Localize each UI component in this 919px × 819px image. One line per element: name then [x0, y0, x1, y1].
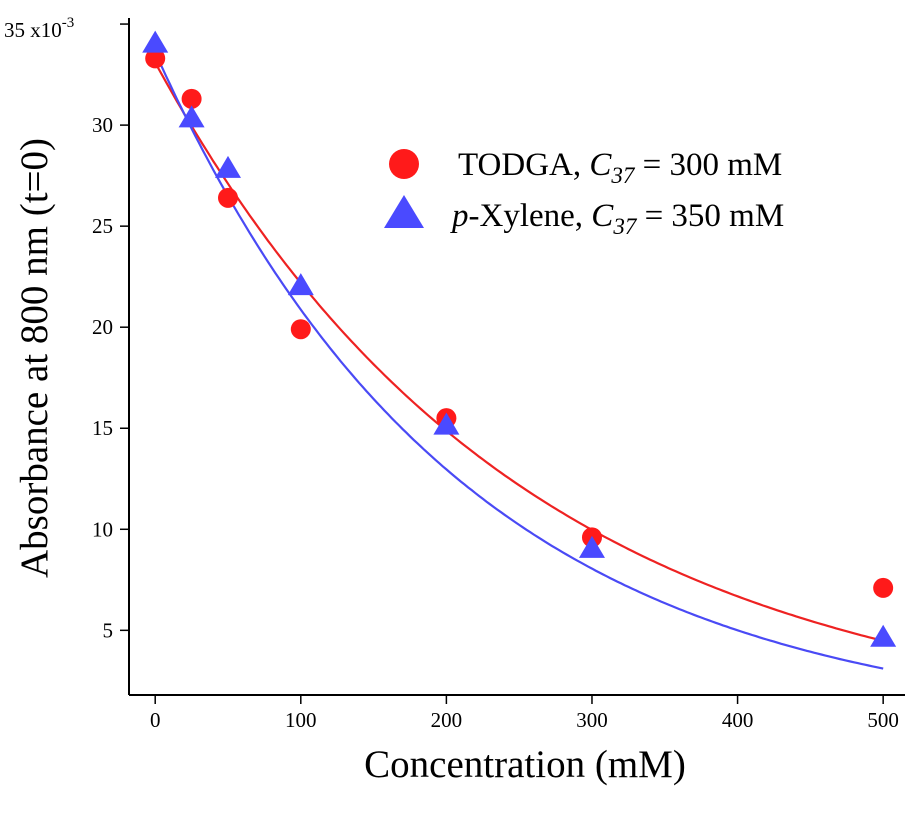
- y-axis-multiplier-exponent: -3: [62, 15, 75, 31]
- legend-label-todga: TODGA, C37 = 300 mM: [458, 147, 782, 188]
- data-point-p-xylene: [287, 273, 314, 296]
- x-tick-label: 200: [431, 708, 463, 732]
- data-point-p-xylene: [433, 412, 460, 435]
- legend-xylene-prefix: p: [450, 198, 469, 234]
- x-tick-label: 100: [285, 708, 317, 732]
- legend-label-p-xylene: p-Xylene, C37 = 350 mM: [450, 198, 784, 239]
- fit-curves: [154, 51, 884, 670]
- data-point-todga: [181, 88, 202, 109]
- x-tick-label: 500: [867, 708, 899, 732]
- y-tick-label: 5: [103, 618, 114, 642]
- legend-todga-name: TODGA: [458, 147, 573, 183]
- legend-xylene-c: C: [591, 198, 614, 234]
- legend: TODGA, C37 = 300 mM p-Xylene, C37 = 350 …: [384, 147, 784, 239]
- legend-xylene-name: -Xylene: [469, 198, 575, 234]
- data-point-p-xylene: [578, 535, 605, 558]
- data-point-p-xylene: [142, 30, 169, 53]
- data-point-todga: [873, 577, 894, 598]
- y-axis-multiplier: 35 x10-3: [4, 15, 74, 42]
- y-tick-label: 30: [92, 113, 113, 137]
- data-point-p-xylene: [215, 155, 242, 178]
- fit-curve-0: [154, 61, 884, 642]
- legend-xylene-sep: ,: [575, 198, 592, 234]
- legend-marker-p-xylene: [384, 195, 424, 228]
- data-point-p-xylene: [870, 624, 897, 647]
- x-axis-title: Concentration (mM): [364, 743, 686, 786]
- y-tick-label-top: 35: [4, 18, 30, 42]
- fit-curve-1: [154, 51, 884, 670]
- data-point-todga: [218, 187, 239, 208]
- y-tick-label: 20: [92, 315, 113, 339]
- y-tick-label: 10: [92, 517, 113, 541]
- legend-xylene-value: = 350 mM: [636, 198, 784, 234]
- data-point-todga: [290, 319, 311, 340]
- y-tick-label: 25: [92, 214, 113, 238]
- x-tick-label: 0: [150, 708, 161, 732]
- data-points: [142, 30, 897, 647]
- y-axis-multiplier-base: x10: [30, 18, 62, 42]
- legend-todga-c: C: [589, 147, 612, 183]
- x-tick-label: 300: [576, 708, 608, 732]
- legend-marker-todga: [389, 149, 419, 179]
- legend-todga-sep: ,: [573, 147, 590, 183]
- x-axis-ticks: 0 100 200 300 400 500: [150, 695, 899, 732]
- y-tick-label: 15: [92, 416, 113, 440]
- data-point-todga: [145, 48, 166, 69]
- data-point-p-xylene: [178, 105, 205, 128]
- plot-frame: [128, 18, 905, 696]
- legend-todga-value: = 300 mM: [634, 147, 782, 183]
- y-axis-title: Absorbance at 800 nm (t=0): [13, 138, 56, 578]
- legend-xylene-c-sub: 37: [612, 214, 638, 239]
- x-tick-label: 400: [722, 708, 754, 732]
- y-axis-ticks: 5 10 15 20 25 30: [92, 23, 129, 642]
- legend-todga-c-sub: 37: [610, 163, 636, 188]
